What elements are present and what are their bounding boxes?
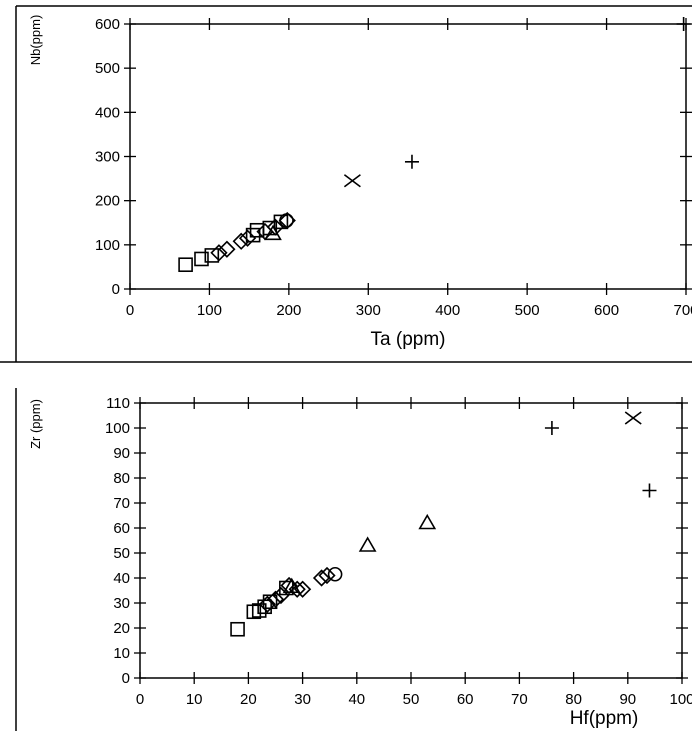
y-axis-title: Zr (ppm)	[28, 399, 43, 449]
data-point-plus	[404, 154, 419, 169]
data-point-circle	[327, 566, 343, 582]
x-tick-label: 0	[136, 691, 144, 708]
y-tick-label: 0	[122, 670, 130, 687]
data-point-square	[262, 594, 278, 610]
y-tick-label: 30	[113, 595, 130, 612]
y-tick-label: 500	[95, 60, 120, 77]
x-tick-label: 30	[294, 691, 311, 708]
data-point-diamond	[266, 590, 285, 608]
data-point-plus	[676, 17, 691, 31]
data-point-plus	[642, 483, 657, 498]
x-tick-label: 500	[515, 302, 540, 319]
y-tick-label: 70	[113, 495, 130, 512]
y-tick-label: 400	[95, 104, 120, 121]
data-point-x	[624, 411, 642, 425]
data-point-square	[178, 257, 193, 273]
y-tick-label: 80	[113, 470, 130, 487]
nb-vs-ta-chart: 0 100 200 300 400 500 600 700 0 100 200 300 400 500 60…	[28, 15, 692, 350]
y-tick-label: 50	[113, 545, 130, 562]
x-axis-title: Hf(ppm)	[570, 708, 639, 729]
x-tick-label: 20	[240, 691, 257, 708]
x-tick-label: 100	[669, 691, 692, 708]
data-point-diamond	[312, 569, 331, 587]
y-tick-label: 100	[95, 237, 120, 254]
x-tick-label: 10	[186, 691, 203, 708]
y-tick-label: 60	[113, 520, 130, 537]
data-point-diamond	[210, 244, 228, 262]
x-tick-label: 60	[457, 691, 474, 708]
y-tick-label: 600	[95, 16, 120, 33]
y-tick-label: 40	[113, 570, 130, 587]
x-tick-label: 100	[197, 302, 222, 319]
data-point-square	[230, 621, 245, 637]
data-point-triangle	[418, 513, 437, 530]
zr-vs-hf-chart: 0 10 20 30 40 50 60 70 80 90 100 0 10 20 30 40 50 60 70 80 9…	[28, 395, 692, 729]
y-tick-label: 90	[113, 445, 130, 462]
data-point-square	[194, 251, 209, 267]
data-point-diamond	[318, 566, 336, 585]
data-point-diamond	[218, 240, 236, 258]
x-tick-label: 0	[126, 302, 134, 319]
y-tick-label: 0	[112, 281, 120, 298]
data-point-square	[273, 214, 289, 230]
data-point-diamond	[258, 595, 277, 613]
x-tick-label: 200	[276, 302, 301, 319]
data-point-diamond	[238, 229, 257, 247]
data-point-diamond	[288, 580, 306, 598]
x-tick-label: 700	[673, 302, 692, 319]
y-axis-title: Nb(ppm)	[28, 15, 43, 66]
x-tick-label: 600	[594, 302, 619, 319]
y-tick-label: 300	[95, 149, 120, 166]
data-point-diamond	[278, 211, 296, 230]
y-tick-label: 200	[95, 193, 120, 210]
y-tick-label: 10	[113, 645, 130, 662]
data-point-diamond	[293, 580, 312, 598]
data-point-square	[204, 248, 220, 263]
x-tick-label: 50	[403, 691, 420, 708]
plot-frame	[139, 402, 683, 679]
data-point-square	[246, 604, 262, 620]
data-point-x	[343, 174, 361, 188]
x-tick-label: 70	[511, 691, 528, 708]
x-tick-label: 300	[356, 302, 381, 319]
y-tick-label: 20	[113, 620, 130, 637]
data-point-plus	[544, 421, 559, 435]
x-tick-label: 90	[619, 691, 636, 708]
data-point-square	[245, 227, 261, 243]
x-axis-title: Ta (ppm)	[371, 329, 446, 350]
data-point-triangle	[358, 536, 377, 552]
data-point-diamond	[266, 218, 284, 236]
x-tick-label: 40	[348, 691, 365, 708]
x-tick-label: 400	[435, 302, 460, 319]
y-tick-label: 110	[106, 395, 130, 412]
x-tick-label: 80	[565, 691, 582, 708]
y-tick-label: 100	[105, 420, 130, 437]
